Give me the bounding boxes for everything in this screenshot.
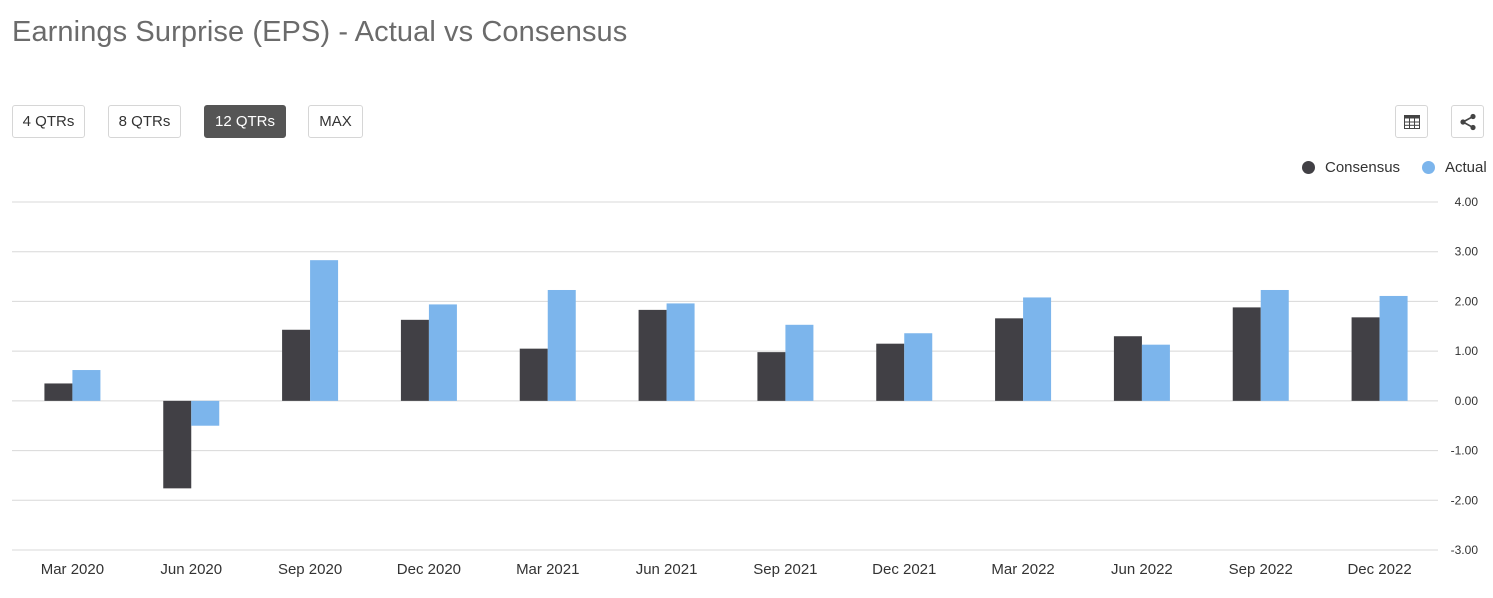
bar-actual-sep-2022	[1260, 289, 1289, 401]
legend-item-consensus[interactable]: Consensus	[1302, 159, 1400, 176]
legend-label-consensus: Consensus	[1325, 159, 1401, 176]
bar-consensus-sep-2021	[757, 352, 786, 401]
bar-consensus-sep-2020	[282, 329, 311, 401]
bar-actual-sep-2020	[310, 260, 339, 401]
bar-consensus-mar-2020	[44, 383, 73, 401]
bar-consensus-jun-2021	[638, 309, 667, 401]
legend-marker-actual	[1422, 161, 1435, 174]
bar-consensus-dec-2022	[1351, 317, 1380, 401]
x-tick-label: Jun 2021	[636, 561, 698, 578]
bar-actual-jun-2021	[666, 303, 695, 401]
y-tick-label: 2.00	[1455, 294, 1479, 308]
bar-actual-dec-2022	[1379, 295, 1408, 401]
x-tick-label: Mar 2022	[991, 561, 1054, 578]
x-tick-label: Dec 2020	[397, 561, 461, 578]
y-tick-label: 4.00	[1455, 195, 1479, 209]
x-tick-label: Sep 2022	[1229, 561, 1293, 578]
x-tick-label: Dec 2021	[872, 561, 936, 578]
range-button-8-qtrs[interactable]: 8 QTRs	[108, 105, 181, 138]
share-button[interactable]	[1451, 105, 1484, 138]
bar-consensus-dec-2021	[876, 343, 905, 401]
legend-label-actual: Actual	[1445, 159, 1487, 176]
bar-actual-mar-2020	[72, 370, 101, 401]
bar-actual-dec-2021	[904, 333, 933, 401]
bar-actual-dec-2020	[428, 304, 457, 401]
x-tick-label: Dec 2022	[1347, 561, 1411, 578]
bar-consensus-jun-2020	[163, 400, 192, 489]
bar-actual-mar-2022	[1023, 297, 1052, 401]
share-icon	[1459, 113, 1476, 130]
chart-title: Earnings Surprise (EPS) - Actual vs Cons…	[12, 16, 628, 48]
y-tick-label: 1.00	[1455, 344, 1479, 358]
x-tick-label: Sep 2021	[753, 561, 817, 578]
table-view-button[interactable]	[1395, 105, 1428, 138]
y-tick-label: -3.00	[1451, 543, 1479, 557]
bar-actual-mar-2021	[547, 289, 576, 401]
legend-marker-consensus	[1302, 161, 1315, 174]
range-button-max[interactable]: MAX	[308, 105, 363, 138]
legend-item-actual[interactable]: Actual	[1422, 159, 1487, 176]
range-button-4-qtrs[interactable]: 4 QTRs	[12, 105, 85, 138]
x-tick-label: Mar 2021	[516, 561, 579, 578]
y-tick-label: -1.00	[1451, 444, 1479, 458]
table-icon	[1403, 114, 1420, 129]
bar-consensus-sep-2022	[1232, 307, 1261, 401]
y-tick-label: 0.00	[1455, 394, 1479, 408]
bar-consensus-jun-2022	[1113, 336, 1142, 401]
bar-actual-jun-2022	[1141, 344, 1170, 401]
bar-consensus-mar-2022	[995, 318, 1024, 401]
x-tick-label: Mar 2020	[41, 561, 104, 578]
y-tick-label: -2.00	[1451, 493, 1479, 507]
bar-actual-jun-2020	[191, 400, 220, 426]
y-tick-label: 3.00	[1455, 245, 1479, 259]
range-button-12-qtrs[interactable]: 12 QTRs	[204, 105, 286, 138]
bar-consensus-mar-2021	[519, 348, 548, 401]
x-tick-label: Jun 2020	[160, 561, 222, 578]
bar-actual-sep-2021	[785, 324, 814, 401]
bar-consensus-dec-2020	[400, 319, 429, 401]
x-tick-label: Jun 2022	[1111, 561, 1173, 578]
x-tick-label: Sep 2020	[278, 561, 342, 578]
